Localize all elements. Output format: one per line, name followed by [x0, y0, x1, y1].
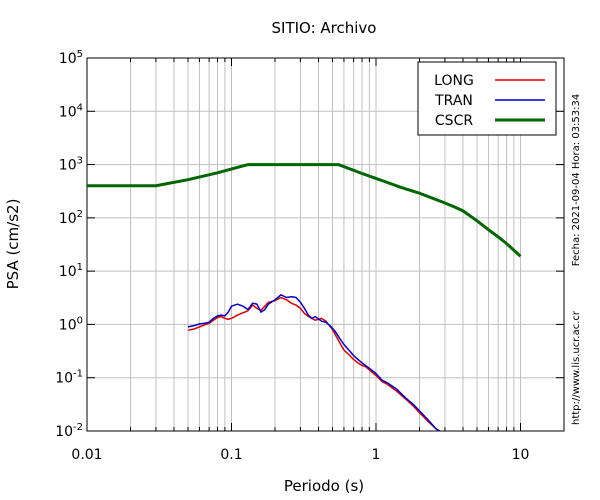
series-tran-line — [187, 294, 440, 432]
x-tick-label: 10 — [512, 447, 530, 463]
series-layer — [87, 163, 522, 432]
series-cscr-line — [87, 163, 522, 258]
chart-title: SITIO: Archivo — [272, 19, 377, 37]
y-tick-label: 10-1 — [55, 369, 83, 387]
y-tick-label: 100 — [59, 315, 83, 333]
y-axis-label: PSA (cm/s2) — [4, 199, 22, 290]
y-tick-label: 102 — [59, 209, 83, 227]
y-tick-label: 104 — [59, 102, 83, 120]
y-tick-labels: 10-2 10-1 100 101 102 103 104 105 — [55, 49, 83, 440]
legend-box — [417, 61, 557, 136]
legend-label-cscr: CSCR — [435, 113, 473, 129]
y-tick-label: 101 — [59, 262, 83, 280]
y-tick-label: 10-2 — [55, 422, 83, 440]
x-tick-label: 0.01 — [71, 447, 102, 463]
legend: LONG TRAN CSCR — [417, 61, 557, 136]
series-long-line — [187, 296, 440, 432]
timestamp-text: Fecha: 2021-09-04 Hora: 03:53:34 — [571, 94, 582, 267]
source-url-text: http://www.lis.ucr.ac.cr — [571, 310, 582, 425]
plot-frame — [86, 57, 565, 432]
y-tick-label: 103 — [59, 156, 83, 174]
x-tick-labels: 0.01 0.1 1 10 — [71, 447, 529, 463]
ticks — [87, 57, 564, 432]
x-tick-label: 0.1 — [220, 447, 242, 463]
x-tick-label: 1 — [372, 447, 381, 463]
y-tick-label: 105 — [59, 49, 83, 67]
legend-label-long: LONG — [434, 73, 474, 89]
legend-label-tran: TRAN — [434, 93, 473, 109]
x-axis-label: Periodo (s) — [284, 477, 364, 495]
